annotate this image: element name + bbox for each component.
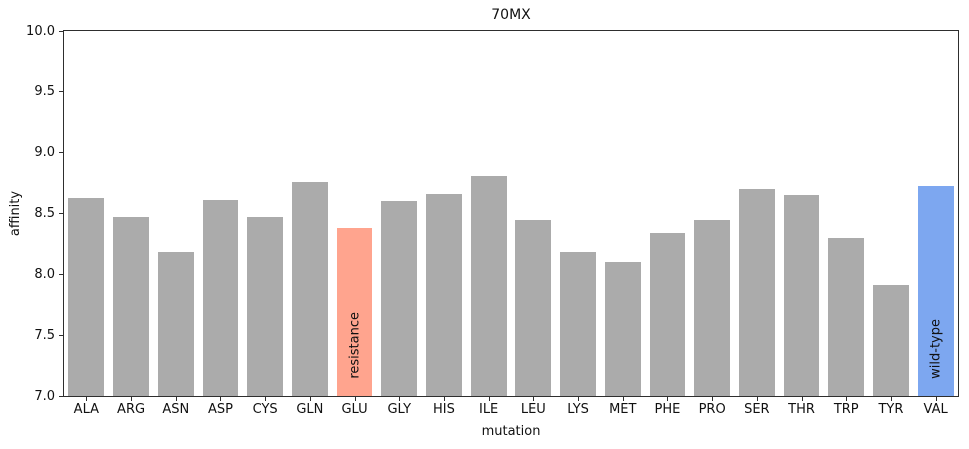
x-tick-mark [801, 397, 803, 401]
x-tick-mark [131, 397, 133, 401]
x-tick-label: ASN [162, 402, 190, 417]
x-tick-mark [399, 397, 401, 401]
y-tick-label: 7.0 [34, 388, 55, 404]
bar-leu [515, 219, 552, 396]
x-tick-label: ALA [73, 402, 99, 417]
x-tick-label: MET [609, 402, 637, 417]
x-tick-label: ASP [207, 402, 233, 417]
x-tick-mark [667, 397, 669, 401]
y-tick-mark [59, 30, 63, 32]
bar-gly [381, 201, 418, 396]
x-tick-mark [533, 397, 535, 401]
bar-cys [247, 217, 284, 396]
bar-gln [291, 181, 328, 396]
x-tick-label: PRO [698, 402, 726, 417]
bar-thr [783, 195, 820, 396]
chart-title: 70MX [491, 7, 531, 23]
x-tick-mark [712, 397, 714, 401]
x-tick-mark [578, 397, 580, 401]
bar-ser [738, 189, 775, 396]
bar-ala [68, 197, 105, 396]
y-tick-mark [59, 91, 63, 93]
x-tick-label: GLY [387, 402, 412, 417]
y-tick-mark [59, 213, 63, 214]
x-tick-mark [935, 397, 937, 401]
x-tick-label: LYS [567, 402, 589, 417]
x-tick-label: SER [744, 402, 770, 417]
bar-ile [470, 175, 507, 396]
x-tick-mark [220, 397, 222, 401]
y-tick-label: 8.0 [34, 266, 55, 282]
bar-glu: resistance [336, 228, 373, 396]
bar-trp [828, 237, 865, 396]
x-tick-mark [175, 397, 177, 401]
bar-lys [560, 252, 596, 396]
x-tick-label: LEU [520, 402, 546, 417]
y-tick-mark [59, 334, 63, 336]
y-tick-label: 9.0 [34, 145, 55, 161]
x-tick-mark [443, 397, 445, 401]
y-tick-label: 10.0 [26, 23, 55, 39]
bar-phe [649, 232, 686, 396]
x-axis-label: mutation [481, 424, 541, 439]
bar-asp [202, 200, 239, 396]
y-tick-mark [59, 273, 63, 275]
bar-met [604, 262, 641, 396]
bar-tyr [873, 285, 909, 396]
y-tick-label: 8.5 [34, 206, 55, 221]
x-tick-mark [890, 397, 892, 401]
x-tick-mark [354, 397, 356, 401]
x-tick-label: THR [788, 402, 815, 417]
x-tick-mark [309, 397, 311, 401]
y-tick-mark [59, 395, 63, 397]
x-tick-mark [265, 397, 267, 401]
y-tick-label: 7.5 [34, 327, 55, 343]
x-tick-mark [86, 397, 88, 401]
x-tick-mark [846, 397, 848, 401]
x-tick-label: VAL [923, 402, 948, 417]
y-tick-label: 9.5 [34, 84, 55, 100]
bar-arg [113, 217, 149, 396]
bar-val: wild-type [917, 185, 954, 396]
y-tick-mark [59, 152, 63, 154]
x-tick-label: PHE [654, 402, 681, 417]
x-tick-label: CYS [252, 402, 278, 417]
x-tick-label: TYR [878, 402, 904, 417]
bar-annotation-resistance: resistance [347, 312, 363, 379]
bar-asn [157, 252, 194, 396]
bars-layer: resistance wild-type [64, 31, 958, 396]
x-tick-label: ARG [117, 402, 146, 417]
x-tick-mark [622, 397, 624, 401]
x-tick-label: TRP [833, 402, 859, 417]
bar-annotation-wild-type: wild-type [928, 319, 944, 379]
bar-pro [694, 219, 731, 396]
bar-his [426, 194, 462, 396]
x-tick-mark [488, 397, 490, 401]
x-tick-label: HIS [433, 402, 455, 417]
x-tick-mark [756, 397, 758, 401]
x-tick-label: ILE [478, 402, 499, 417]
x-tick-label: GLU [341, 402, 368, 417]
x-tick-label: GLN [296, 402, 324, 417]
